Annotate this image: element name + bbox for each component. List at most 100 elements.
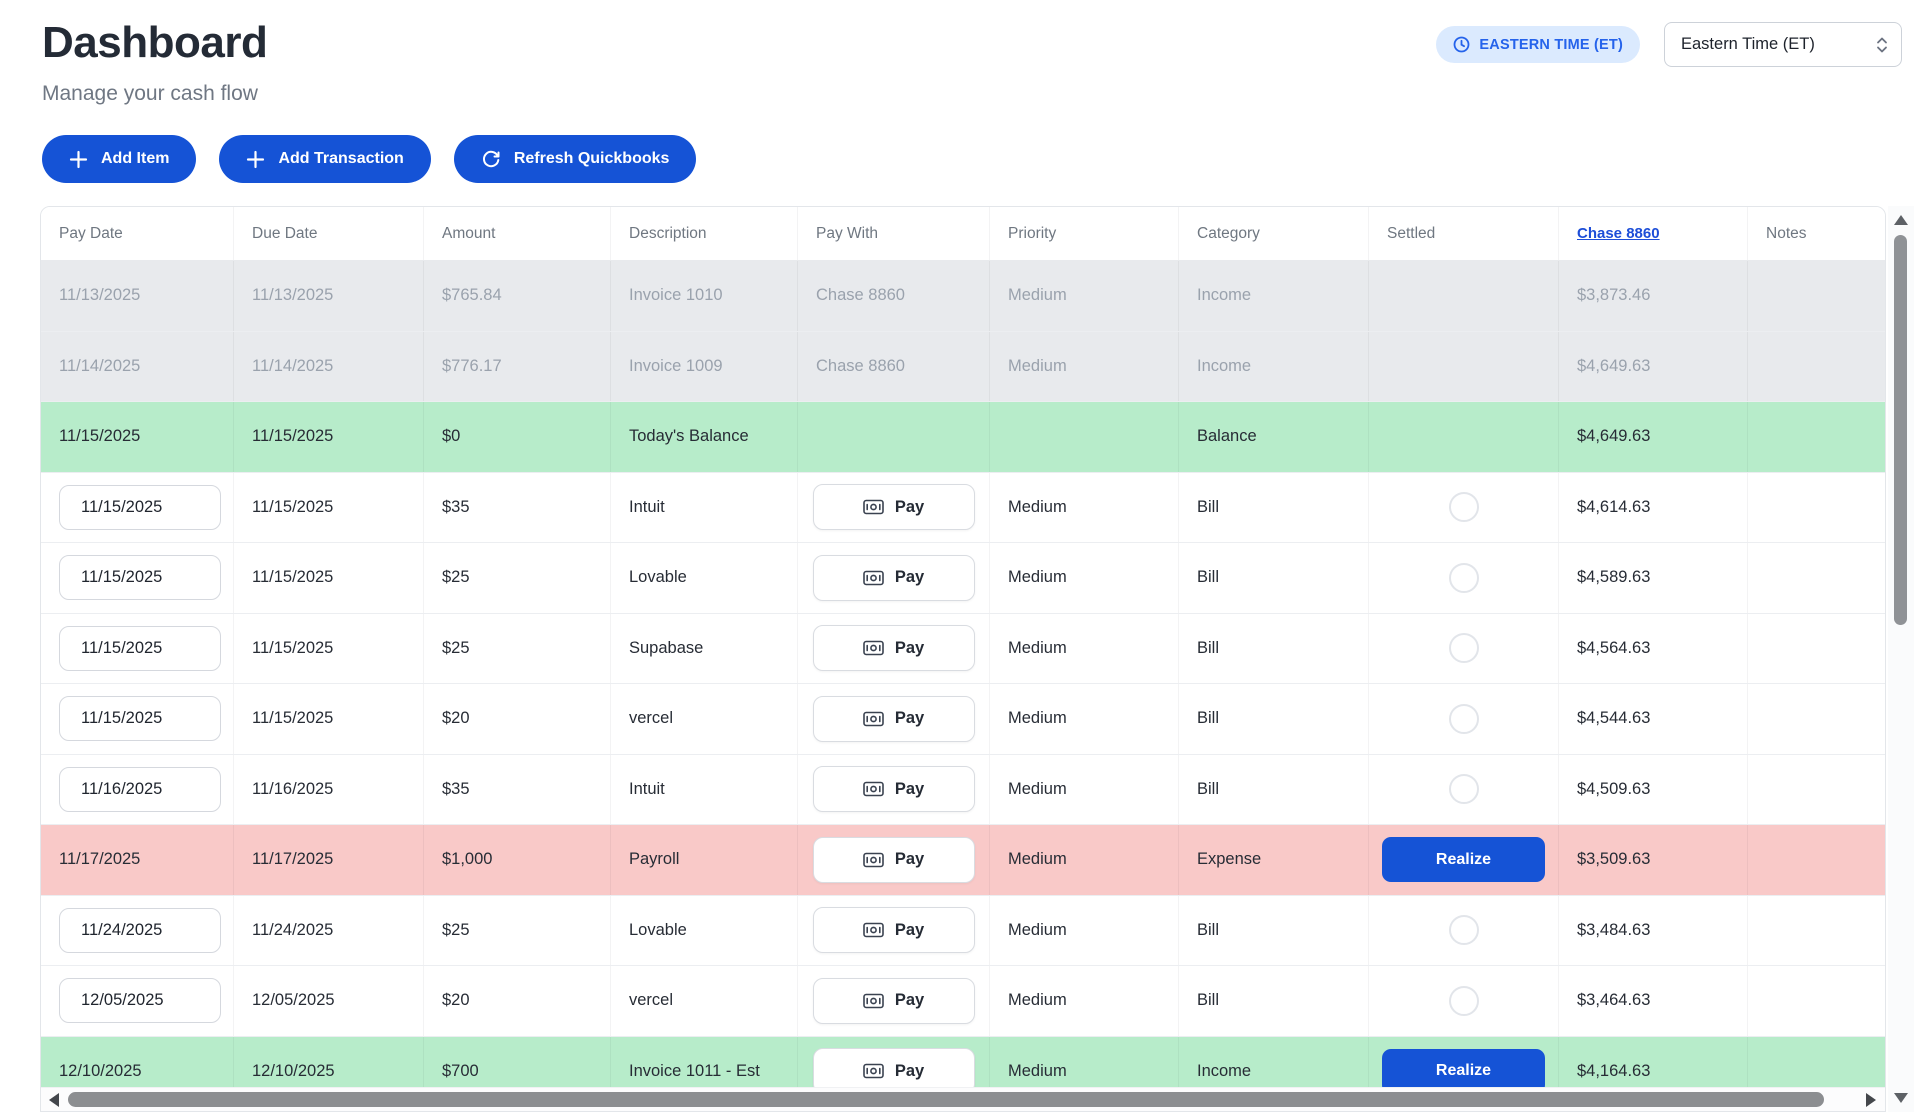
pay-with-cell: Pay [798, 1036, 990, 1106]
refresh-quickbooks-button[interactable]: Refresh Quickbooks [453, 135, 697, 183]
priority-cell: Medium [990, 261, 1179, 331]
pay-date-input[interactable]: 11/15/2025 [59, 696, 221, 742]
pay-button-label: Pay [894, 638, 925, 657]
account-balance-cell: $4,649.63 [1559, 331, 1748, 401]
description-cell: Invoice 1009 [611, 331, 798, 401]
pay-date-text: 11/15/2025 [59, 427, 141, 446]
horizontal-scrollbar[interactable] [41, 1087, 1885, 1111]
pay-with-text: Chase 8860 [816, 356, 905, 375]
timezone-badge-label: EASTERN TIME (ET) [1479, 36, 1623, 53]
account-balance-cell: $3,509.63 [1559, 825, 1748, 895]
scroll-up-arrow-icon[interactable] [1894, 215, 1908, 225]
pay-button-label: Pay [894, 1061, 925, 1080]
pay-date-input[interactable]: 12/05/2025 [59, 978, 221, 1024]
column-header-pay-date: Pay Date [41, 207, 234, 260]
scroll-right-arrow-icon[interactable] [1866, 1093, 1876, 1107]
settled-checkbox[interactable] [1448, 703, 1479, 734]
pay-with-cell [798, 402, 990, 472]
due-date-cell: 11/15/2025 [234, 402, 424, 472]
pay-button[interactable]: Pay [812, 766, 975, 813]
account-balance-cell: $3,464.63 [1559, 966, 1748, 1036]
pay-date-input[interactable]: 11/16/2025 [59, 766, 221, 812]
scroll-left-arrow-icon[interactable] [49, 1093, 59, 1107]
plus-icon [246, 150, 265, 169]
category-cell: Expense [1179, 825, 1369, 895]
column-header-description: Description [611, 207, 798, 260]
category-cell: Bill [1179, 613, 1369, 683]
amount-cell: $25 [424, 613, 611, 683]
settled-cell [1369, 966, 1559, 1036]
pay-date-input[interactable]: 11/15/2025 [59, 484, 221, 530]
realize-button[interactable]: Realize [1382, 837, 1545, 883]
account-balance-cell: $4,589.63 [1559, 543, 1748, 613]
add-transaction-label: Add Transaction [278, 150, 404, 167]
due-date-cell: 11/14/2025 [234, 331, 424, 401]
due-date-cell: 11/16/2025 [234, 754, 424, 824]
pay-button-label: Pay [894, 920, 925, 939]
banknote-icon [863, 993, 884, 1009]
due-date-cell: 12/05/2025 [234, 966, 424, 1036]
column-header-pay-with: Pay With [798, 207, 990, 260]
settled-cell [1369, 613, 1559, 683]
table-body: 11/13/2025 11/13/2025 $765.84 Invoice 1010 C… [41, 261, 1885, 1107]
priority-cell [990, 402, 1179, 472]
due-date-cell: 11/15/2025 [234, 472, 424, 542]
pay-with-text: Chase 8860 [816, 286, 905, 305]
cashflow-table: Pay Date Due Date Amount Description Pay… [40, 206, 1886, 1112]
settled-checkbox[interactable] [1448, 633, 1479, 664]
description-cell: Intuit [611, 754, 798, 824]
pay-date-text: 11/13/2025 [59, 286, 141, 305]
banknote-icon [863, 1063, 884, 1079]
description-cell: Invoice 1011 - Est [611, 1036, 798, 1106]
scroll-down-arrow-icon[interactable] [1894, 1093, 1908, 1103]
pay-date-input[interactable]: 11/15/2025 [59, 555, 221, 601]
pay-date-cell: 11/15/2025 [41, 613, 234, 683]
notes-cell [1748, 825, 1885, 895]
notes-cell [1748, 402, 1885, 472]
realize-button[interactable]: Realize [1382, 1048, 1545, 1094]
notes-cell [1748, 332, 1885, 402]
pay-with-cell: Pay [798, 472, 990, 542]
column-header-account-link[interactable]: Chase 8860 [1559, 207, 1748, 260]
settled-checkbox[interactable] [1448, 492, 1479, 523]
vertical-scrollbar[interactable] [1888, 206, 1914, 1112]
category-cell: Bill [1179, 684, 1369, 754]
pay-button[interactable]: Pay [812, 1048, 975, 1095]
settled-checkbox[interactable] [1448, 915, 1479, 946]
amount-cell: $20 [424, 684, 611, 754]
pay-date-input[interactable]: 11/24/2025 [59, 907, 221, 953]
vertical-scrollbar-thumb[interactable] [1894, 235, 1907, 625]
amount-cell: $776.17 [424, 331, 611, 401]
pay-button[interactable]: Pay [812, 695, 975, 742]
pay-button[interactable]: Pay [812, 977, 975, 1024]
pay-with-cell: Pay [798, 825, 990, 895]
pay-button[interactable]: Pay [812, 836, 975, 883]
add-item-button[interactable]: Add Item [42, 135, 197, 183]
description-cell: Invoice 1010 [611, 261, 798, 331]
pay-button[interactable]: Pay [812, 484, 975, 531]
pay-date-cell: 11/14/2025 [41, 331, 234, 401]
horizontal-scrollbar-thumb[interactable] [68, 1092, 1824, 1107]
pay-with-cell: Pay [798, 895, 990, 965]
settled-checkbox[interactable] [1448, 562, 1479, 593]
description-cell: vercel [611, 684, 798, 754]
pay-button[interactable]: Pay [812, 907, 975, 954]
settled-checkbox[interactable] [1448, 774, 1479, 805]
add-transaction-button[interactable]: Add Transaction [219, 135, 431, 183]
pay-button[interactable]: Pay [812, 625, 975, 672]
table-row: 11/15/2025 11/15/2025 $35 Intuit Pay Medium Bi… [41, 472, 1885, 543]
due-date-cell: 11/13/2025 [234, 261, 424, 331]
timezone-select[interactable]: Eastern Time (ET) [1664, 22, 1902, 67]
notes-cell [1748, 261, 1885, 331]
settled-cell [1369, 754, 1559, 824]
pay-date-input[interactable]: 11/15/2025 [59, 625, 221, 671]
category-cell: Income [1179, 261, 1369, 331]
pay-date-cell: 12/10/2025 [41, 1036, 234, 1106]
table-row: 11/15/2025 11/15/2025 $25 Lovable Pay Medium B… [41, 543, 1885, 614]
timezone-badge: EASTERN TIME (ET) [1436, 26, 1640, 63]
pay-date-cell: 11/15/2025 [41, 472, 234, 542]
settled-checkbox[interactable] [1448, 985, 1479, 1016]
pay-date-cell: 11/13/2025 [41, 261, 234, 331]
pay-button[interactable]: Pay [812, 554, 975, 601]
notes-cell [1748, 473, 1885, 543]
